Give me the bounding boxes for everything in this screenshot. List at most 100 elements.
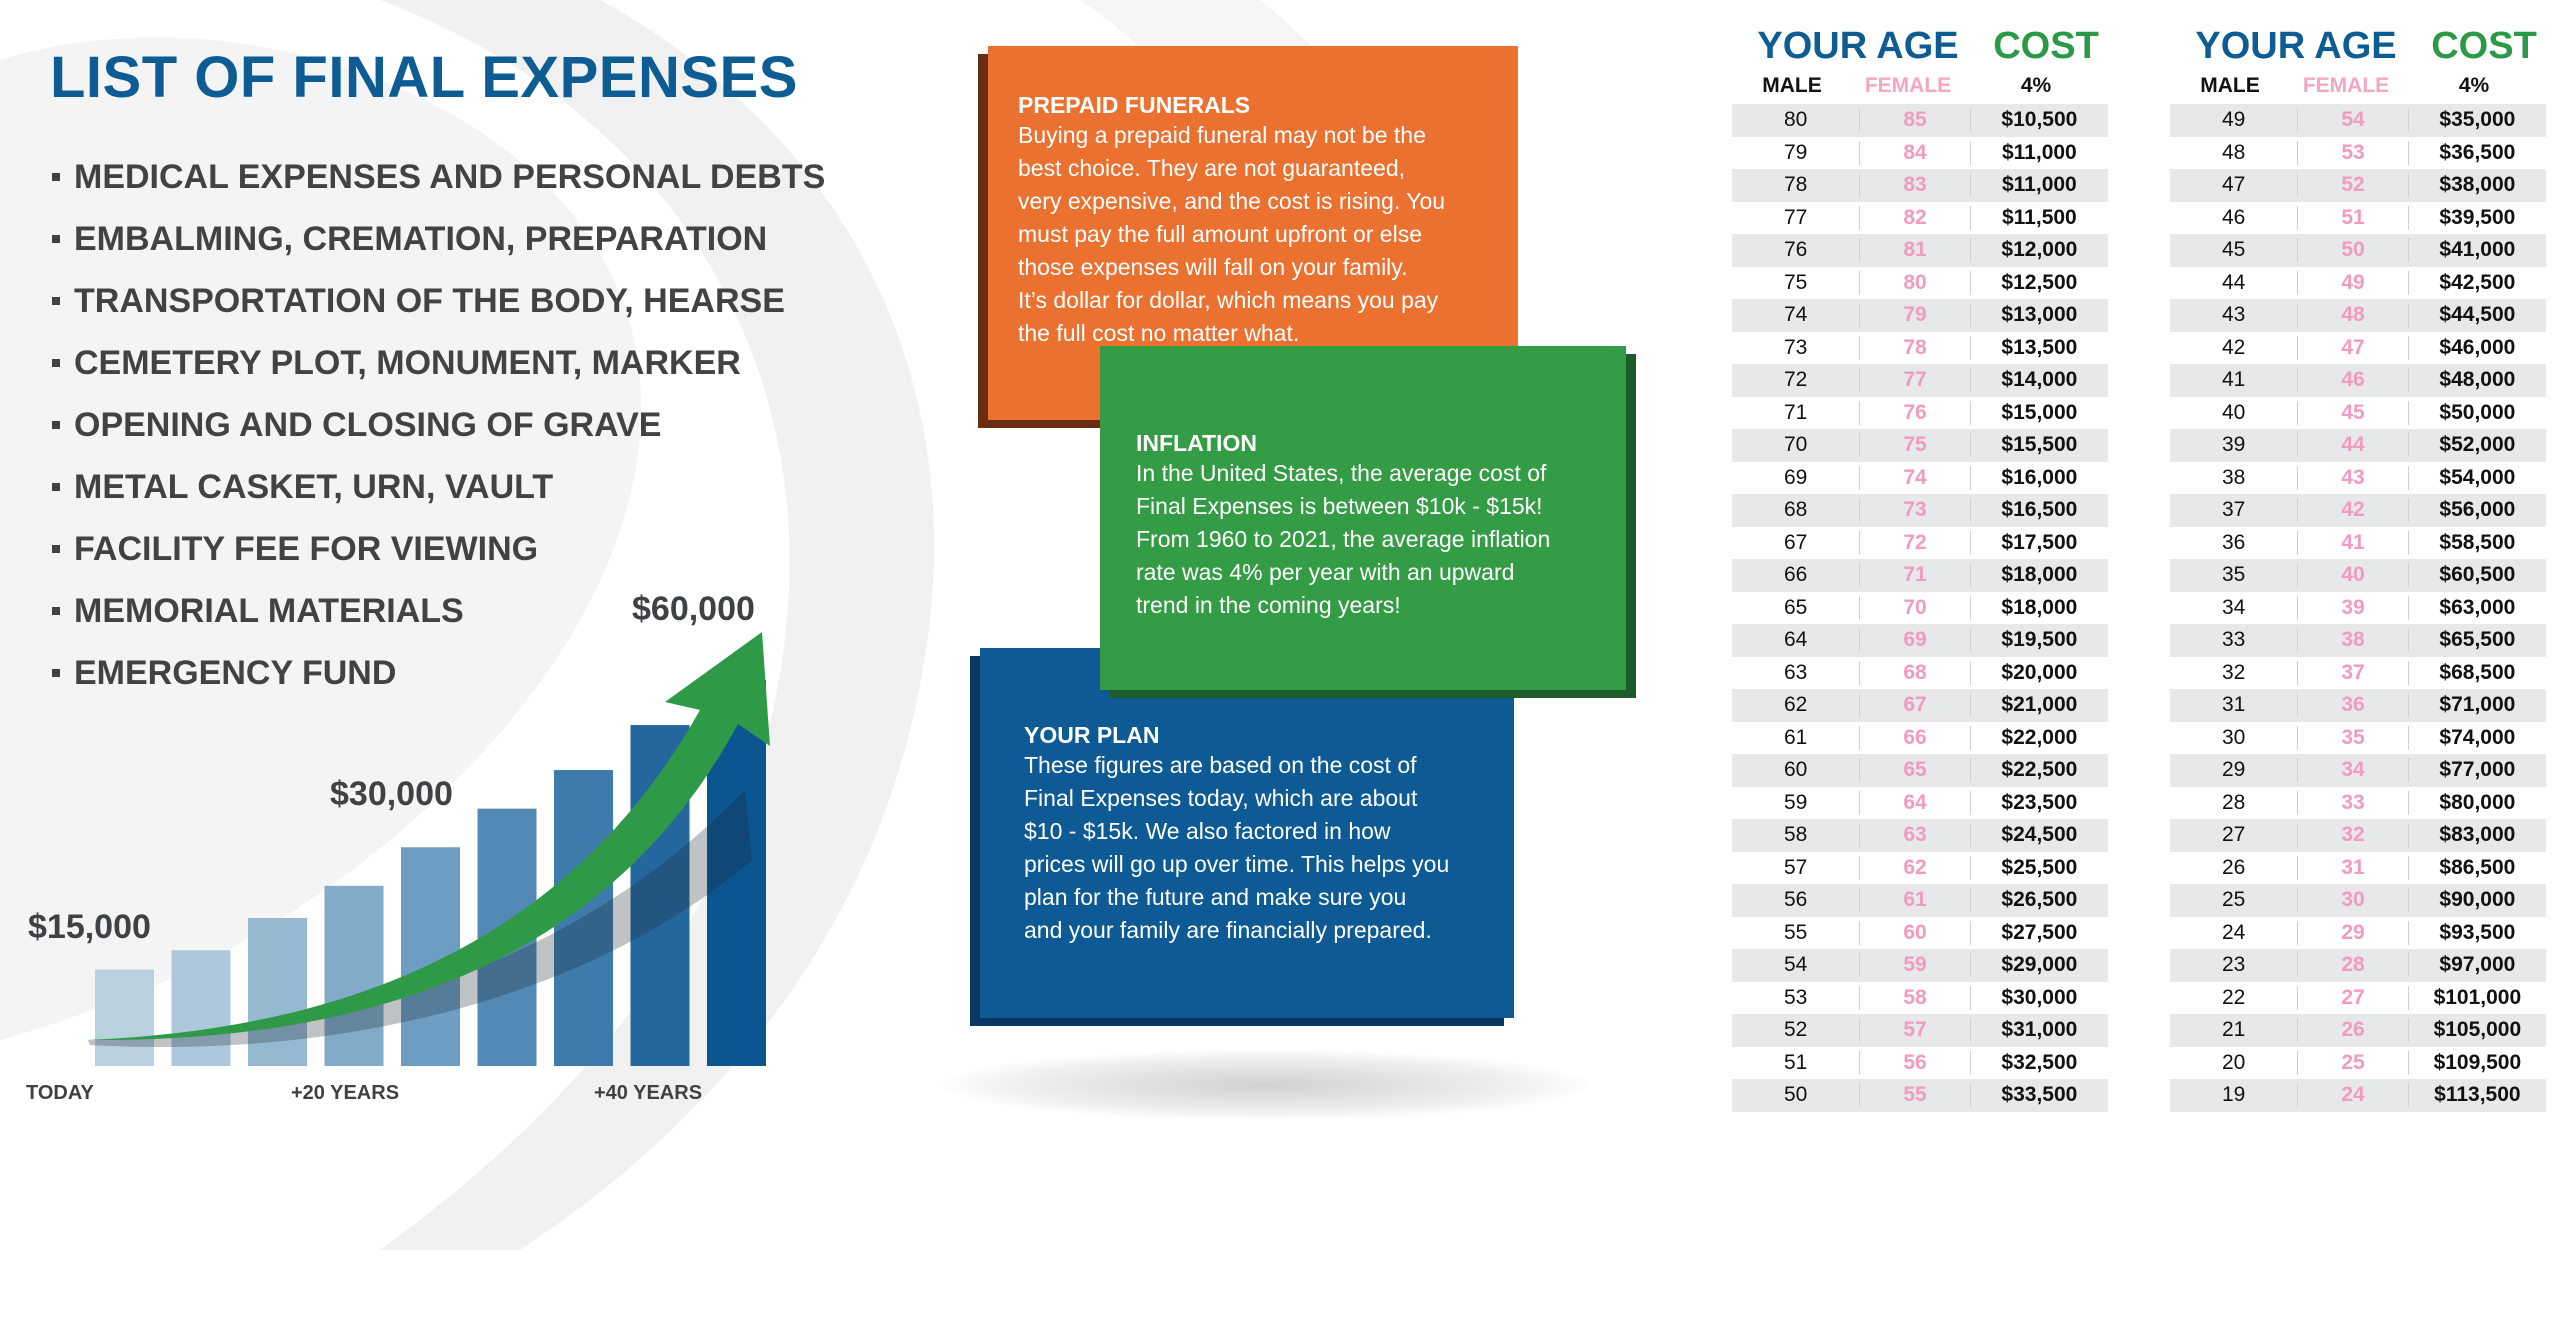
cards-shadow xyxy=(940,1050,1590,1120)
female-age-cell: 67 xyxy=(1859,693,1971,718)
cost-cell: $77,000 xyxy=(2439,758,2516,782)
cost-cell: $30,000 xyxy=(2001,985,2078,1009)
table-row: 56 61 $26,500 xyxy=(1732,884,2108,917)
expense-item: TRANSPORTATION OF THE BODY, HEARSE xyxy=(52,270,825,332)
table-row: 26 31 $86,500 xyxy=(2170,851,2546,884)
cost-header: COST xyxy=(1993,25,2099,67)
table-row: 19 24 $113,500 xyxy=(2170,1079,2546,1112)
expense-label: METAL CASKET, URN, VAULT xyxy=(74,468,554,506)
expense-item: CEMETERY PLOT, MONUMENT, MARKER xyxy=(52,332,825,394)
cost-cell: $109,500 xyxy=(2433,1050,2522,1074)
female-age-cell: 41 xyxy=(2297,530,2409,555)
female-age-cell: 26 xyxy=(2297,1018,2409,1043)
table-row: 51 56 $32,500 xyxy=(1732,1046,2108,1079)
card-line: very expensive, and the cost is rising. … xyxy=(1018,188,1446,214)
table-row: 58 63 $24,500 xyxy=(1732,819,2108,852)
male-age-cell: 20 xyxy=(2221,1050,2246,1074)
male-age-cell: 50 xyxy=(1783,1083,1808,1107)
table-row: 49 54 $35,000 xyxy=(2170,104,2546,137)
male-label: MALE xyxy=(2200,74,2260,97)
male-age-cell: 72 xyxy=(1783,368,1808,392)
cost-cell: $101,000 xyxy=(2433,985,2522,1009)
male-age-cell: 64 xyxy=(1783,628,1808,652)
male-age-cell: 76 xyxy=(1783,238,1808,262)
female-age-cell: 33 xyxy=(2297,790,2409,815)
table-row: 77 82 $11,500 xyxy=(1732,201,2108,234)
cost-cell: $13,000 xyxy=(2001,303,2078,327)
cost-cell: $54,000 xyxy=(2439,465,2516,489)
rate-label: 4% xyxy=(2020,74,2052,97)
male-age-cell: 80 xyxy=(1783,108,1808,132)
card-inflation: INFLATION In the United States, the aver… xyxy=(1100,346,1626,690)
cost-cell: $38,000 xyxy=(2439,173,2516,197)
cost-cell: $11,500 xyxy=(2001,205,2077,229)
table-row: 36 41 $58,500 xyxy=(2170,526,2546,559)
cost-header: COST xyxy=(2431,25,2537,67)
table-row: 55 60 $27,500 xyxy=(1732,916,2108,949)
table-row: 45 50 $41,000 xyxy=(2170,234,2546,267)
female-age-cell: 29 xyxy=(2297,920,2409,945)
cost-cell: $58,500 xyxy=(2439,530,2516,554)
male-age-cell: 53 xyxy=(1783,985,1808,1009)
expense-item: EMERGENCY FUND xyxy=(52,642,825,704)
male-age-cell: 60 xyxy=(1783,758,1808,782)
cost-cell: $31,000 xyxy=(2001,1018,2078,1042)
male-age-cell: 66 xyxy=(1783,563,1808,587)
cost-cell: $14,000 xyxy=(2001,368,2078,392)
male-age-cell: 24 xyxy=(2221,920,2246,944)
expense-item: FACILITY FEE FOR VIEWING xyxy=(52,518,825,580)
female-age-cell: 28 xyxy=(2297,953,2409,978)
cost-cell: $20,000 xyxy=(2001,660,2078,684)
card-line: and your family are financially prepared… xyxy=(1024,917,1432,943)
male-age-cell: 67 xyxy=(1783,530,1808,554)
table-row: 33 38 $65,500 xyxy=(2170,624,2546,657)
male-age-cell: 27 xyxy=(2221,823,2246,847)
cost-cell: $90,000 xyxy=(2439,888,2516,912)
cost-cell: $71,000 xyxy=(2439,693,2516,717)
male-age-cell: 77 xyxy=(1783,205,1808,229)
table-row: 78 83 $11,000 xyxy=(1732,169,2108,202)
table-row: 30 35 $74,000 xyxy=(2170,721,2546,754)
female-age-cell: 31 xyxy=(2297,855,2409,880)
cost-cell: $12,500 xyxy=(2001,270,2078,294)
female-age-cell: 35 xyxy=(2297,725,2409,750)
female-age-cell: 61 xyxy=(1859,888,1971,913)
expense-item: METAL CASKET, URN, VAULT xyxy=(52,456,825,518)
annotation-60000: $60,000 xyxy=(632,590,755,628)
male-age-cell: 44 xyxy=(2221,270,2246,294)
cost-cell: $18,000 xyxy=(2001,595,2078,619)
card-heading: YOUR PLAN xyxy=(1024,722,1160,748)
table-header: YOUR AGE COST xyxy=(2170,22,2546,68)
table-body: 80 85 $10,500 79 84 $11,000 78 83 $11,000 77 82 $11… xyxy=(1732,104,2108,1112)
table-row: 75 80 $12,500 xyxy=(1732,266,2108,299)
table-row: 65 70 $18,000 xyxy=(1732,591,2108,624)
expense-label: FACILITY FEE FOR VIEWING xyxy=(74,530,539,568)
expense-item: OPENING AND CLOSING OF GRAVE xyxy=(52,394,825,456)
female-age-cell: 38 xyxy=(2297,628,2409,653)
card-line: plan for the future and make sure you xyxy=(1024,884,1407,910)
cost-cell: $36,500 xyxy=(2439,140,2516,164)
bullet-icon xyxy=(52,483,60,491)
cost-cell: $63,000 xyxy=(2439,595,2516,619)
expense-label: EMERGENCY FUND xyxy=(74,654,397,692)
x-tick-today: TODAY xyxy=(26,1082,94,1104)
card-line: From 1960 to 2021, the average inflation xyxy=(1136,526,1551,552)
table-row: 37 42 $56,000 xyxy=(2170,494,2546,527)
cost-cell: $56,000 xyxy=(2439,498,2516,522)
cost-cell: $19,500 xyxy=(2001,628,2078,652)
card-line: trend in the coming years! xyxy=(1136,592,1401,618)
female-label: FEMALE xyxy=(2302,74,2390,97)
male-age-cell: 55 xyxy=(1783,920,1808,944)
card-line: $10 - $15k. We also factored in how xyxy=(1024,818,1391,844)
female-age-cell: 79 xyxy=(1859,303,1971,328)
female-age-cell: 50 xyxy=(2297,238,2409,263)
female-age-cell: 65 xyxy=(1859,758,1971,783)
expense-list: MEDICAL EXPENSES AND PERSONAL DEBTS EMBAL… xyxy=(52,146,825,704)
table-subheader: MALE FEMALE 4% xyxy=(2170,72,2546,100)
male-age-cell: 75 xyxy=(1783,270,1808,294)
cost-cell: $46,000 xyxy=(2439,335,2516,359)
cost-cell: $23,500 xyxy=(2001,790,2078,814)
table-row: 76 81 $12,000 xyxy=(1732,234,2108,267)
male-age-cell: 49 xyxy=(2221,108,2246,132)
table-row: 61 66 $22,000 xyxy=(1732,721,2108,754)
